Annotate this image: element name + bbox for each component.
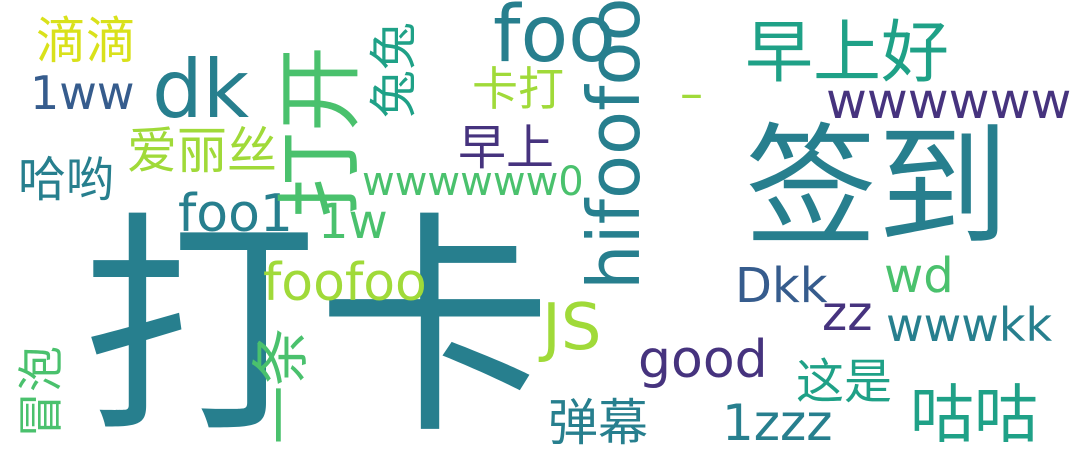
word-gugu: 咕咕 <box>910 379 1038 453</box>
word-yitiao: 一条 <box>247 327 315 444</box>
word-wwwkk: wwwkk <box>886 298 1053 352</box>
word-foofoo-horizontal: foofoo <box>263 253 427 313</box>
word-js: JS <box>542 291 602 365</box>
word-wwwwww: wwwwww <box>826 72 1072 130</box>
word-1w: 1w <box>318 194 388 250</box>
word-zaoshang: 早上 <box>458 120 555 176</box>
word-1ww: 1ww <box>30 66 135 120</box>
word-daka: 打卡 <box>82 193 552 463</box>
word-danmu: 弹幕 <box>548 394 648 452</box>
word-wwwwww0: wwwwww0 <box>362 159 584 205</box>
word-zheshi: 这是 <box>796 354 893 410</box>
word-ailisi: 爱丽丝 <box>127 122 277 180</box>
word-haliao: 哈哟 <box>18 152 115 208</box>
word-dakai: 打开 <box>271 46 371 218</box>
word-foo: foo <box>493 0 616 80</box>
word-dkk: Dkk <box>735 258 828 314</box>
word-dk: dk <box>152 43 250 136</box>
word-foo1: foo1 <box>178 184 294 244</box>
word-1zzz: 1zzz <box>722 394 833 452</box>
word-dash: – <box>680 66 703 120</box>
word-hifoofoo: hifoofoo <box>572 0 656 290</box>
word-zaoshanghao: 早上好 <box>745 14 950 93</box>
word-good: good <box>638 330 768 390</box>
word-didi: 滴滴 <box>36 12 136 70</box>
word-zz: zz <box>822 286 873 342</box>
word-wd: wd <box>884 248 954 304</box>
word-kada: 卡打 <box>472 62 564 116</box>
word-tutu: 兔兔 <box>366 21 422 118</box>
word-maopao: 冒泡 <box>14 346 68 438</box>
word-qiandao: 签到 <box>745 111 1009 265</box>
